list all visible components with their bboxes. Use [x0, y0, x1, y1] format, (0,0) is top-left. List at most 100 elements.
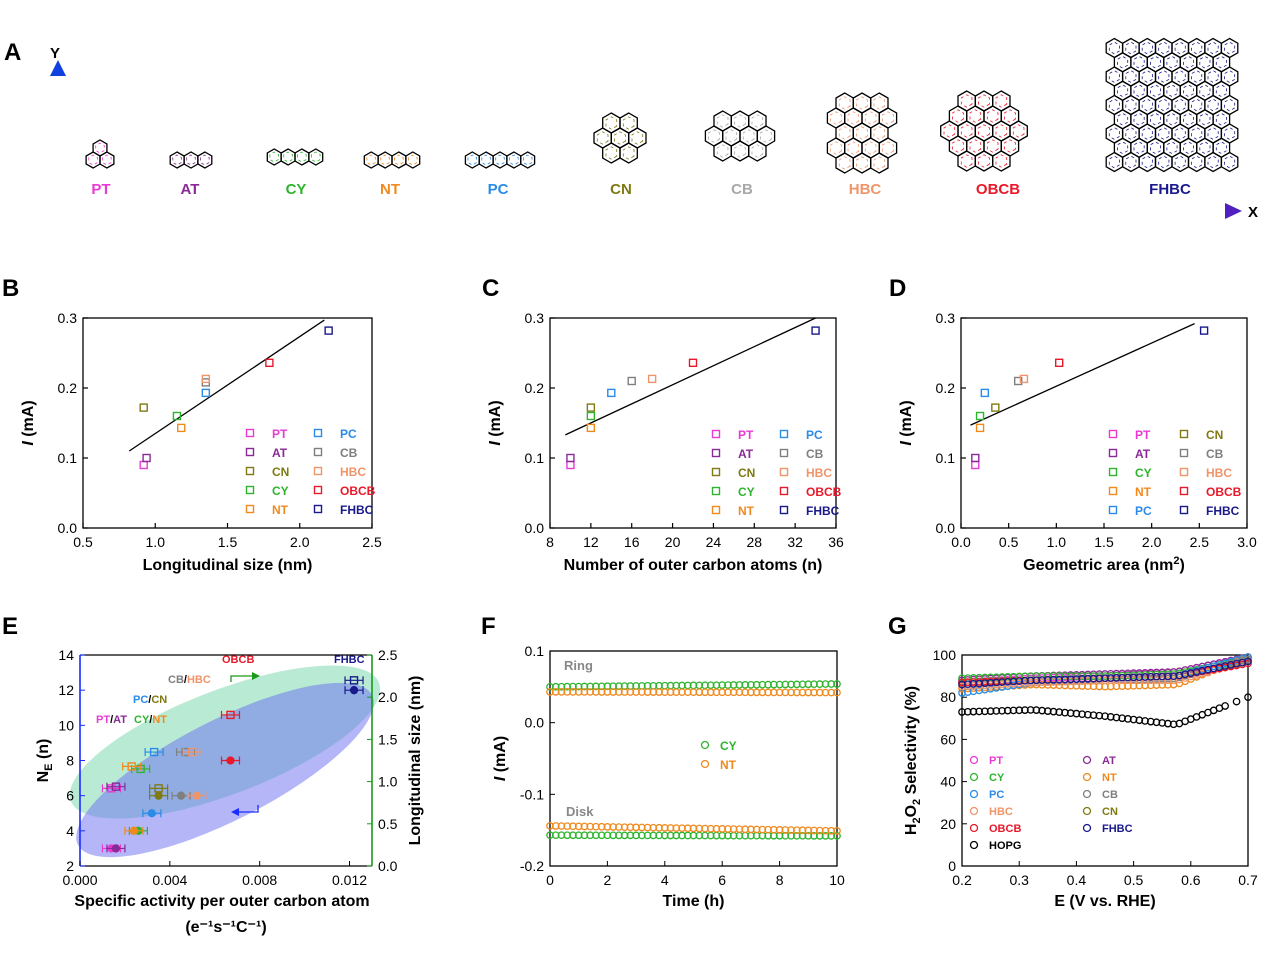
inner-bond	[986, 139, 999, 153]
inner-bond	[1004, 139, 1016, 153]
legend-label: OBCB	[989, 823, 1021, 835]
inner-bond	[1224, 41, 1236, 55]
inner-bond	[1125, 70, 1137, 83]
x-axis-label-units: (e⁻¹s⁻¹C⁻¹)	[185, 919, 266, 936]
inner-bond	[605, 146, 618, 160]
ring	[405, 151, 421, 169]
panel-a: A Y X PT AT CY NT PC CN CB HBC OBCB FHBC	[4, 37, 1258, 221]
ring	[280, 148, 296, 166]
ring	[1154, 151, 1173, 173]
y-left-tick-label: 8	[66, 753, 74, 769]
inner-bond	[978, 124, 990, 138]
series-fhbc	[958, 657, 1252, 689]
y-tick-label: 80	[940, 689, 956, 705]
legend-marker	[969, 823, 979, 833]
inner-bond	[1199, 55, 1211, 69]
legend-marker	[313, 447, 323, 457]
inner-bond	[1133, 141, 1145, 155]
ring	[520, 151, 536, 169]
legend-marker	[711, 448, 721, 458]
point-hbc	[201, 374, 211, 384]
molecule-label: NT	[380, 181, 400, 198]
inner-bond	[186, 154, 196, 166]
legend-marker	[1082, 755, 1092, 765]
point-left-fhbc	[349, 686, 359, 695]
x-tick-label: 0.000	[62, 872, 97, 888]
inner-bond	[1141, 98, 1153, 112]
inner-bond	[1215, 55, 1227, 69]
inner-bond	[1150, 55, 1161, 69]
ring	[619, 142, 638, 164]
annotation: CB/HBC	[168, 674, 211, 686]
inner-bond	[1199, 141, 1211, 155]
legend-marker	[1108, 505, 1118, 515]
annotation: FHBC	[334, 654, 365, 666]
legend-label: CY	[738, 485, 755, 499]
x-tick-label: 24	[706, 534, 722, 550]
point-cn	[991, 403, 1000, 412]
molecule-label: CY	[286, 181, 307, 198]
inner-bond	[1207, 41, 1219, 55]
inner-bond	[838, 156, 851, 170]
point-hbc	[1019, 374, 1029, 384]
legend-marker	[969, 772, 979, 782]
ring	[730, 110, 750, 132]
inner-bond	[1133, 84, 1145, 98]
legend-marker	[969, 755, 979, 765]
y-axis-label: Y	[50, 45, 60, 62]
inner-bond	[200, 154, 210, 166]
y-tick-label: -0.2	[520, 858, 544, 874]
x-axis-label: X	[1248, 204, 1258, 221]
inner-bond	[1199, 84, 1211, 98]
inner-bond	[366, 154, 376, 166]
ring	[506, 151, 522, 169]
point-cy	[975, 411, 985, 421]
molecule-pt: PT	[85, 139, 115, 198]
point-fhbc	[811, 326, 820, 335]
legend-label: NT	[738, 504, 755, 518]
point-cb	[1014, 376, 1023, 386]
inner-bond	[1125, 155, 1137, 169]
legend-label: PT	[1135, 428, 1151, 442]
y-tick-label: 60	[940, 731, 956, 747]
inner-bond	[1125, 41, 1137, 55]
legend-label: OBCB	[806, 485, 842, 499]
point-pc	[201, 388, 211, 398]
ring	[1187, 151, 1206, 173]
y-axis-label: H2O2 Selectivity (%)	[903, 686, 923, 835]
ring	[957, 150, 976, 172]
inner-bond	[1133, 112, 1145, 126]
inner-bond	[1224, 98, 1236, 112]
legend-marker	[1082, 823, 1092, 833]
x-tick-label: 0.012	[332, 872, 367, 888]
inner-bond	[856, 156, 868, 170]
inner-bond	[1108, 127, 1120, 140]
inner-bond	[596, 131, 609, 145]
annotation: CY/NT	[134, 714, 167, 726]
y-tick-label: 0.3	[58, 310, 78, 326]
molecule-cy: CY	[266, 148, 324, 198]
fit-line	[128, 319, 325, 452]
point-cy	[586, 411, 596, 421]
ring	[974, 150, 994, 172]
point-left-at	[111, 844, 121, 853]
point-nt	[177, 423, 186, 433]
y-right-tick-label: 2.0	[378, 689, 398, 705]
legend-label: AT	[738, 447, 754, 461]
legend-label: CN	[1206, 428, 1223, 442]
ring	[992, 90, 1011, 112]
inner-bond	[1125, 127, 1137, 140]
inner-bond	[311, 151, 321, 163]
inner-bond	[408, 154, 418, 166]
inner-bond	[1108, 98, 1120, 112]
legend-marker	[1179, 429, 1189, 439]
inner-bond	[1215, 141, 1227, 155]
inner-bond	[1191, 155, 1203, 169]
y-right-axis-label: Longitudinal size (nm)	[407, 676, 424, 846]
panel-g: G 0.2 0.3 0.4 0.5 0.6 0.7 0 20 40 60 80 100 E (V vs. …	[888, 613, 1258, 910]
legend-marker	[1179, 448, 1189, 458]
inner-bond	[873, 156, 886, 170]
legend-marker	[711, 467, 721, 477]
x-tick-label: 28	[746, 534, 762, 550]
panel-letter: G	[888, 613, 907, 640]
